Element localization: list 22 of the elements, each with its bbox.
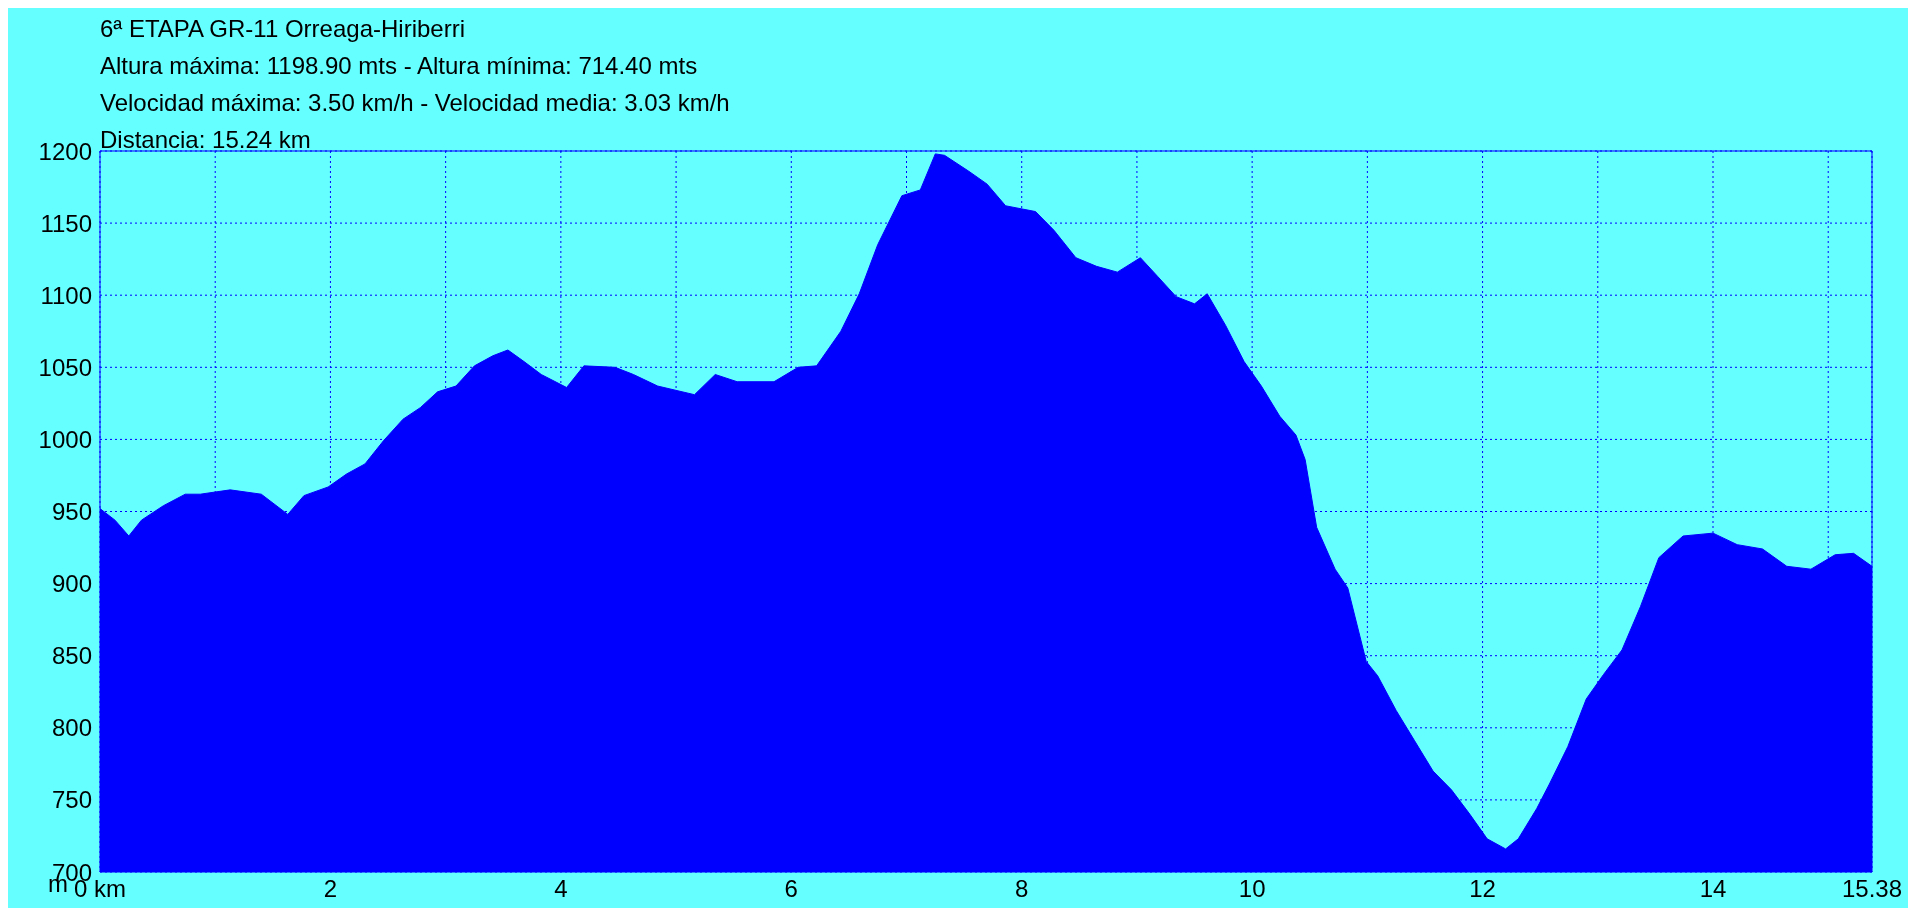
x-tick-label: 15.38 (1841, 875, 1903, 903)
y-tick-label: 750 (51, 786, 92, 814)
y-tick-label: 850 (51, 642, 92, 670)
x-tick-label: 2 (323, 875, 338, 903)
y-tick-label: 1200 (38, 137, 92, 165)
x-tick-label: 8 (1015, 875, 1029, 903)
x-tick-label: 4 (554, 875, 568, 903)
y-tick-label: 1150 (40, 209, 92, 237)
y-tick-label: 800 (51, 714, 92, 742)
x-tick-label: 12 (1469, 875, 1496, 903)
x-tick-label: 10 (1238, 875, 1266, 903)
chart-title: 6ª ETAPA GR-11 Orreaga-Hiriberri (100, 14, 466, 44)
annotation: Distancia: 15.24 km (100, 125, 312, 155)
text: Velocidad máxima: 3.50 km/h - Velocidad media: 3.03 km/h (100, 88, 730, 118)
x-tick-label: 14 (1699, 875, 1727, 903)
text: Altura máxima: 1198.90 mts - Altura mínima: 714.40 mts (100, 51, 699, 81)
y-tick-label: 900 (51, 570, 92, 598)
y-tick-label: 1000 (38, 425, 92, 453)
x-tick-label: 6 (784, 875, 798, 903)
y-tick-label: 1100 (40, 281, 92, 309)
y-tick-label: 950 (51, 498, 92, 526)
y-tick-label: 1050 (38, 353, 92, 381)
